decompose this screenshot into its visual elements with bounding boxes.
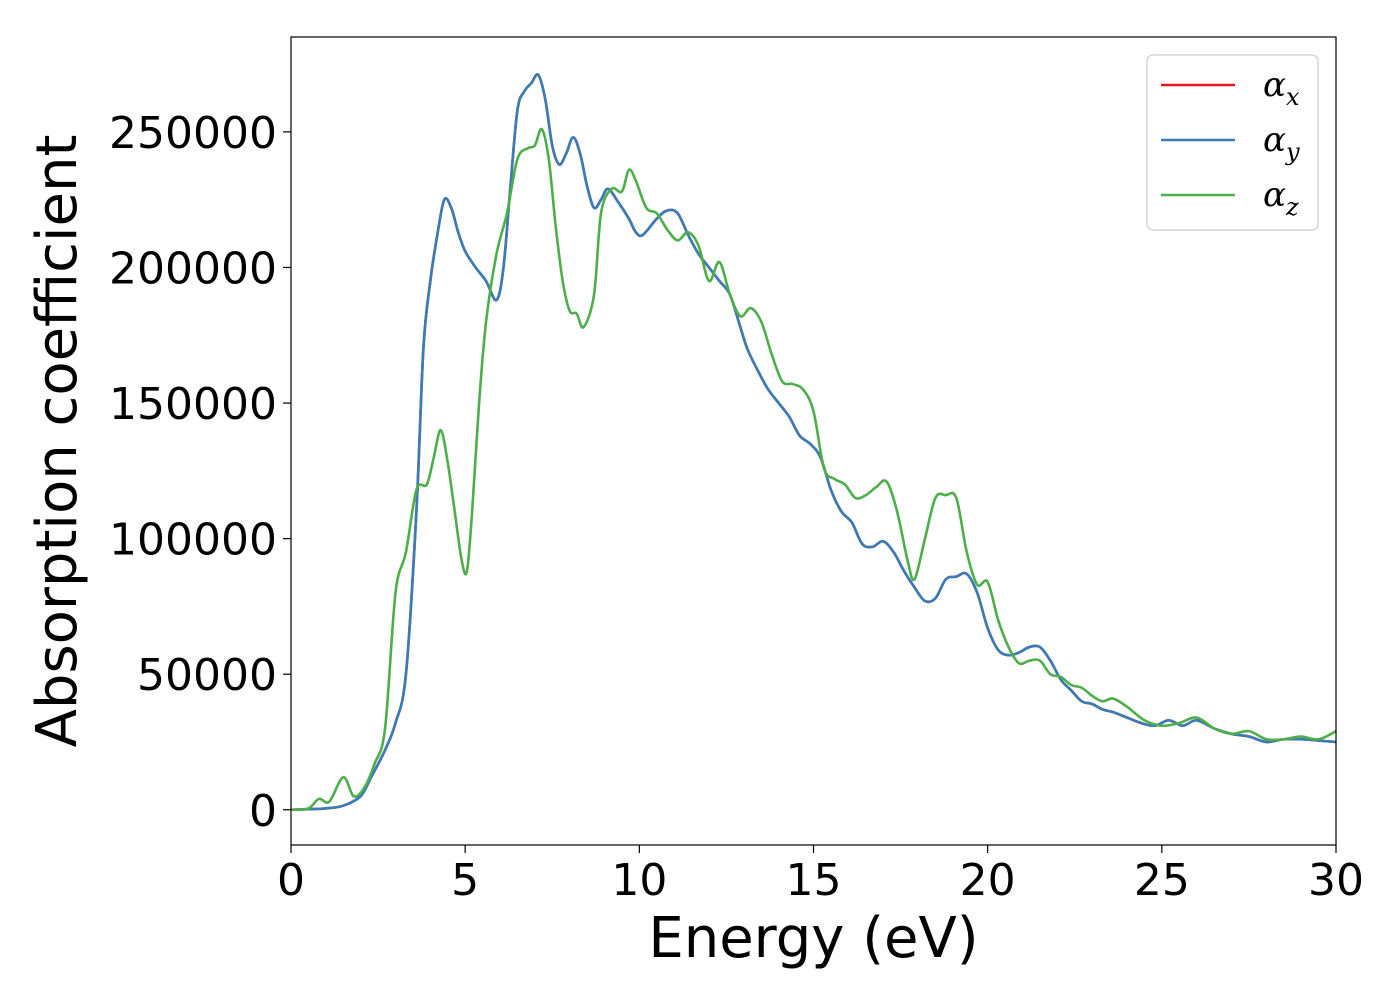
series-line-y bbox=[291, 73, 1336, 812]
x-tick-label: 0 bbox=[277, 855, 305, 906]
x-tick-label: 30 bbox=[1308, 855, 1364, 906]
x-tick-label: 25 bbox=[1134, 855, 1190, 906]
x-tick-label: 15 bbox=[786, 855, 842, 906]
legend-label-x: αx bbox=[1263, 65, 1300, 111]
y-tick-label: 0 bbox=[249, 786, 277, 837]
y-tick-label: 250000 bbox=[109, 108, 277, 159]
x-tick-label: 20 bbox=[960, 855, 1016, 906]
x-axis-ticks: 0 5 10 15 20 25 30 bbox=[277, 845, 1364, 906]
y-tick-label: 50000 bbox=[137, 650, 277, 701]
y-axis-title: Absorption coefficient bbox=[25, 135, 90, 748]
x-axis-title: Energy (eV) bbox=[648, 906, 978, 971]
x-tick-label: 10 bbox=[611, 855, 667, 906]
x-tick-label: 5 bbox=[451, 855, 479, 906]
series-layer bbox=[291, 73, 1336, 812]
y-tick-label: 150000 bbox=[109, 379, 277, 430]
legend: αx αy αz bbox=[1146, 54, 1319, 231]
legend-label-z: αz bbox=[1263, 175, 1299, 221]
y-axis-ticks: 0 50000 100000 150000 200000 250000 bbox=[109, 108, 291, 837]
legend-label-y: αy bbox=[1263, 120, 1300, 166]
series-line-z bbox=[291, 127, 1336, 812]
y-tick-label: 100000 bbox=[109, 515, 277, 566]
legend-box bbox=[1146, 54, 1319, 231]
y-tick-label: 200000 bbox=[109, 243, 277, 294]
